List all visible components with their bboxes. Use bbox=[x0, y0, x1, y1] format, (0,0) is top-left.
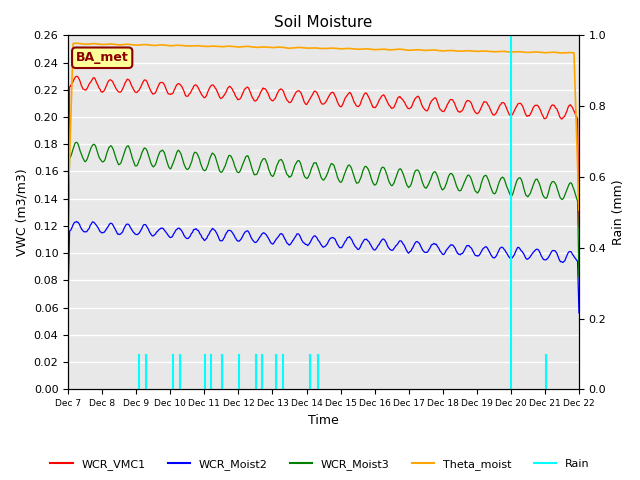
X-axis label: Time: Time bbox=[308, 414, 339, 427]
Legend: WCR_VMC1, WCR_Moist2, WCR_Moist3, Theta_moist, Rain: WCR_VMC1, WCR_Moist2, WCR_Moist3, Theta_… bbox=[46, 455, 594, 474]
Text: BA_met: BA_met bbox=[76, 51, 129, 64]
Y-axis label: Rain (mm): Rain (mm) bbox=[612, 180, 625, 245]
Y-axis label: VWC (m3/m3): VWC (m3/m3) bbox=[15, 168, 28, 256]
Title: Soil Moisture: Soil Moisture bbox=[275, 15, 372, 30]
